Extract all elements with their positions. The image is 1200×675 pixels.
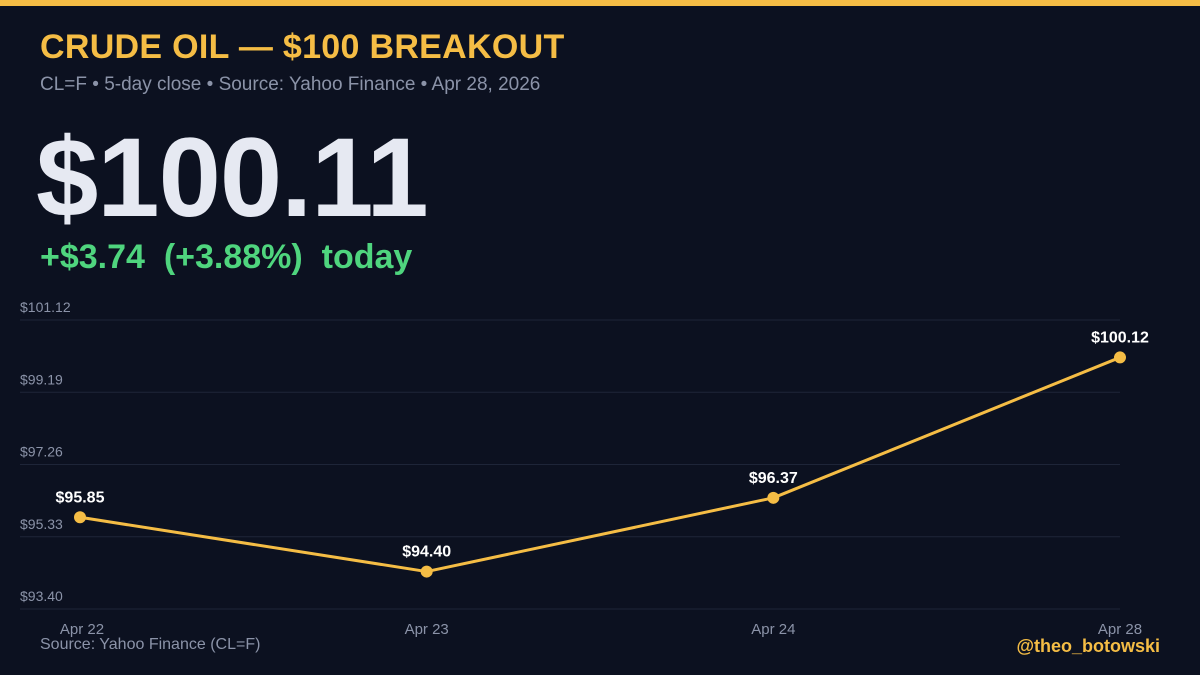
- x-tick-label: Apr 23: [405, 621, 449, 638]
- data-point: [420, 565, 433, 578]
- footer-source: Source: Yahoo Finance (CL=F): [40, 636, 261, 653]
- data-point: [1114, 351, 1126, 364]
- x-tick-label: Apr 28: [1098, 621, 1142, 638]
- data-point: [74, 511, 86, 524]
- chart-subtitle: CL=F • 5-day close • Source: Yahoo Finan…: [40, 74, 541, 95]
- y-tick-label: $97.26: [20, 444, 63, 460]
- y-tick-label: $99.19: [20, 371, 63, 387]
- series-line: [78, 355, 1122, 574]
- top-accent-bar: [0, 0, 1200, 6]
- x-tick-label: Apr 22: [60, 621, 104, 638]
- y-tick-label: $93.40: [20, 588, 63, 604]
- x-tick-label: Apr 24: [751, 621, 795, 638]
- data-label: $100.12: [1091, 329, 1149, 346]
- price-change: +$3.74 (+3.88%) today: [40, 238, 413, 276]
- y-tick-label: $101.12: [20, 299, 71, 315]
- data-point: [767, 491, 780, 504]
- data-label: $94.40: [402, 544, 451, 561]
- author-handle[interactable]: @theo_botowski: [1016, 636, 1160, 656]
- data-label: $95.85: [56, 489, 105, 506]
- current-price: $100.11: [36, 115, 429, 240]
- chart-title: CRUDE OIL — $100 BREAKOUT: [40, 28, 565, 66]
- y-tick-label: $95.33: [20, 516, 63, 532]
- data-label: $96.37: [749, 470, 798, 487]
